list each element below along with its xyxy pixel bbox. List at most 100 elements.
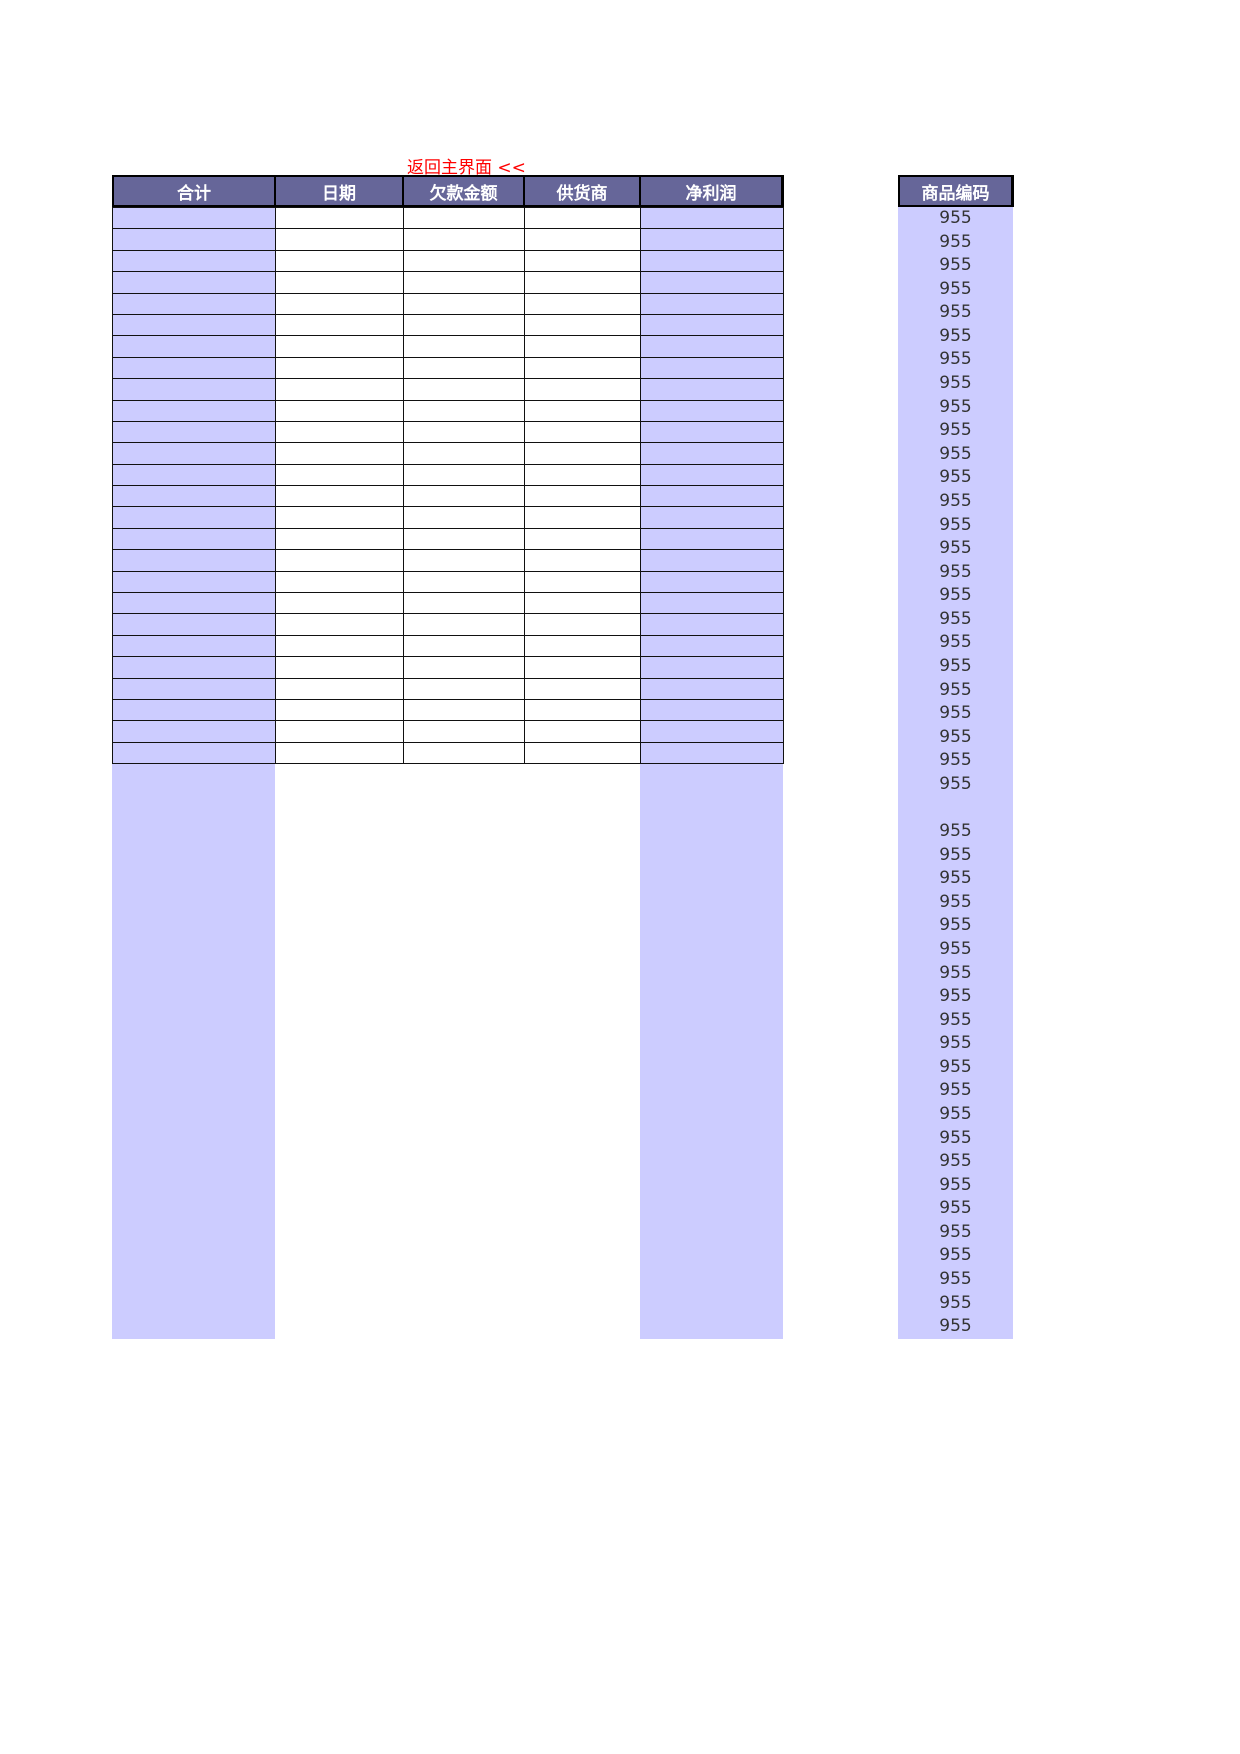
product-code-cell[interactable]: 955 bbox=[939, 1198, 972, 1219]
cell-total[interactable] bbox=[112, 634, 276, 658]
cell-debt-amount[interactable] bbox=[403, 399, 525, 422]
cell-supplier[interactable] bbox=[524, 378, 641, 401]
cell-debt-amount[interactable] bbox=[403, 292, 525, 315]
cell-supplier[interactable] bbox=[524, 399, 641, 422]
cell-date[interactable] bbox=[275, 442, 404, 465]
cell-net-profit[interactable] bbox=[640, 399, 784, 422]
cell-supplier[interactable] bbox=[524, 677, 641, 700]
cell-supplier[interactable] bbox=[524, 634, 641, 658]
product-code-cell[interactable]: 955 bbox=[939, 750, 972, 771]
product-code-cell[interactable]: 955 bbox=[939, 632, 972, 653]
product-code-cell[interactable]: 955 bbox=[939, 915, 972, 936]
cell-debt-amount[interactable] bbox=[403, 335, 525, 358]
cell-total[interactable] bbox=[112, 271, 276, 294]
product-code-cell[interactable]: 955 bbox=[939, 608, 972, 629]
cell-net-profit[interactable] bbox=[640, 356, 784, 380]
cell-net-profit[interactable] bbox=[640, 271, 784, 294]
cell-total[interactable] bbox=[112, 549, 276, 572]
cell-date[interactable] bbox=[275, 720, 404, 743]
cell-supplier[interactable] bbox=[524, 698, 641, 722]
cell-total[interactable] bbox=[112, 720, 276, 743]
product-code-cell[interactable]: 955 bbox=[939, 1292, 972, 1313]
cell-supplier[interactable] bbox=[524, 592, 641, 615]
cell-date[interactable] bbox=[275, 741, 404, 765]
cell-net-profit[interactable] bbox=[640, 249, 784, 273]
product-code-cell[interactable]: 955 bbox=[939, 821, 972, 842]
cell-date[interactable] bbox=[275, 313, 404, 337]
product-code-cell[interactable]: 955 bbox=[939, 1151, 972, 1172]
cell-date[interactable] bbox=[275, 570, 404, 594]
cell-debt-amount[interactable] bbox=[403, 378, 525, 401]
product-code-cell[interactable]: 955 bbox=[939, 302, 972, 323]
cell-total[interactable] bbox=[112, 313, 276, 337]
cell-date[interactable] bbox=[275, 420, 404, 444]
cell-net-profit[interactable] bbox=[640, 420, 784, 444]
product-code-cell[interactable]: 955 bbox=[939, 1221, 972, 1242]
cell-net-profit[interactable] bbox=[640, 485, 784, 508]
cell-supplier[interactable] bbox=[524, 506, 641, 529]
cell-total[interactable] bbox=[112, 485, 276, 508]
cell-supplier[interactable] bbox=[524, 570, 641, 594]
product-code-cell[interactable]: 955 bbox=[939, 844, 972, 865]
cell-date[interactable] bbox=[275, 206, 404, 230]
product-code-cell[interactable]: 955 bbox=[939, 325, 972, 346]
cell-debt-amount[interactable] bbox=[403, 249, 525, 273]
cell-total[interactable] bbox=[112, 249, 276, 273]
cell-debt-amount[interactable] bbox=[403, 463, 525, 487]
cell-date[interactable] bbox=[275, 549, 404, 572]
cell-net-profit[interactable] bbox=[640, 506, 784, 529]
cell-supplier[interactable] bbox=[524, 442, 641, 465]
cell-total[interactable] bbox=[112, 677, 276, 700]
cell-total[interactable] bbox=[112, 335, 276, 358]
product-code-cell[interactable]: 955 bbox=[939, 585, 972, 606]
product-code-cell[interactable]: 955 bbox=[939, 255, 972, 276]
product-code-cell[interactable]: 955 bbox=[939, 1316, 972, 1337]
cell-total[interactable] bbox=[112, 356, 276, 380]
cell-date[interactable] bbox=[275, 592, 404, 615]
cell-date[interactable] bbox=[275, 378, 404, 401]
product-code-cell[interactable]: 955 bbox=[939, 561, 972, 582]
product-code-cell[interactable]: 955 bbox=[939, 1080, 972, 1101]
cell-date[interactable] bbox=[275, 271, 404, 294]
product-code-cell[interactable]: 955 bbox=[939, 443, 972, 464]
cell-total[interactable] bbox=[112, 206, 276, 230]
back-to-main-link[interactable]: 返回主界面 << bbox=[407, 158, 526, 178]
cell-debt-amount[interactable] bbox=[403, 741, 525, 765]
cell-net-profit[interactable] bbox=[640, 527, 784, 551]
cell-debt-amount[interactable] bbox=[403, 570, 525, 594]
cell-debt-amount[interactable] bbox=[403, 506, 525, 529]
product-code-cell[interactable]: 955 bbox=[939, 467, 972, 488]
cell-debt-amount[interactable] bbox=[403, 271, 525, 294]
cell-total[interactable] bbox=[112, 506, 276, 529]
cell-net-profit[interactable] bbox=[640, 613, 784, 636]
cell-total[interactable] bbox=[112, 442, 276, 465]
product-code-cell[interactable]: 955 bbox=[939, 891, 972, 912]
cell-date[interactable] bbox=[275, 399, 404, 422]
product-code-cell[interactable] bbox=[898, 796, 1013, 820]
product-code-cell[interactable]: 955 bbox=[939, 679, 972, 700]
cell-date[interactable] bbox=[275, 634, 404, 658]
cell-supplier[interactable] bbox=[524, 485, 641, 508]
product-code-cell[interactable]: 955 bbox=[939, 703, 972, 724]
cell-net-profit[interactable] bbox=[640, 656, 784, 679]
cell-date[interactable] bbox=[275, 228, 404, 251]
product-code-cell[interactable]: 955 bbox=[939, 726, 972, 747]
product-code-cell[interactable]: 955 bbox=[939, 655, 972, 676]
cell-supplier[interactable] bbox=[524, 356, 641, 380]
cell-total[interactable] bbox=[112, 463, 276, 487]
cell-total[interactable] bbox=[112, 378, 276, 401]
cell-net-profit[interactable] bbox=[640, 442, 784, 465]
product-code-cell[interactable]: 955 bbox=[939, 986, 972, 1007]
cell-debt-amount[interactable] bbox=[403, 420, 525, 444]
cell-debt-amount[interactable] bbox=[403, 442, 525, 465]
cell-debt-amount[interactable] bbox=[403, 313, 525, 337]
cell-net-profit[interactable] bbox=[640, 698, 784, 722]
product-code-cell[interactable]: 955 bbox=[939, 938, 972, 959]
cell-date[interactable] bbox=[275, 485, 404, 508]
cell-debt-amount[interactable] bbox=[403, 206, 525, 230]
cell-date[interactable] bbox=[275, 656, 404, 679]
product-code-cell[interactable]: 955 bbox=[939, 396, 972, 417]
cell-date[interactable] bbox=[275, 698, 404, 722]
cell-total[interactable] bbox=[112, 527, 276, 551]
cell-supplier[interactable] bbox=[524, 463, 641, 487]
